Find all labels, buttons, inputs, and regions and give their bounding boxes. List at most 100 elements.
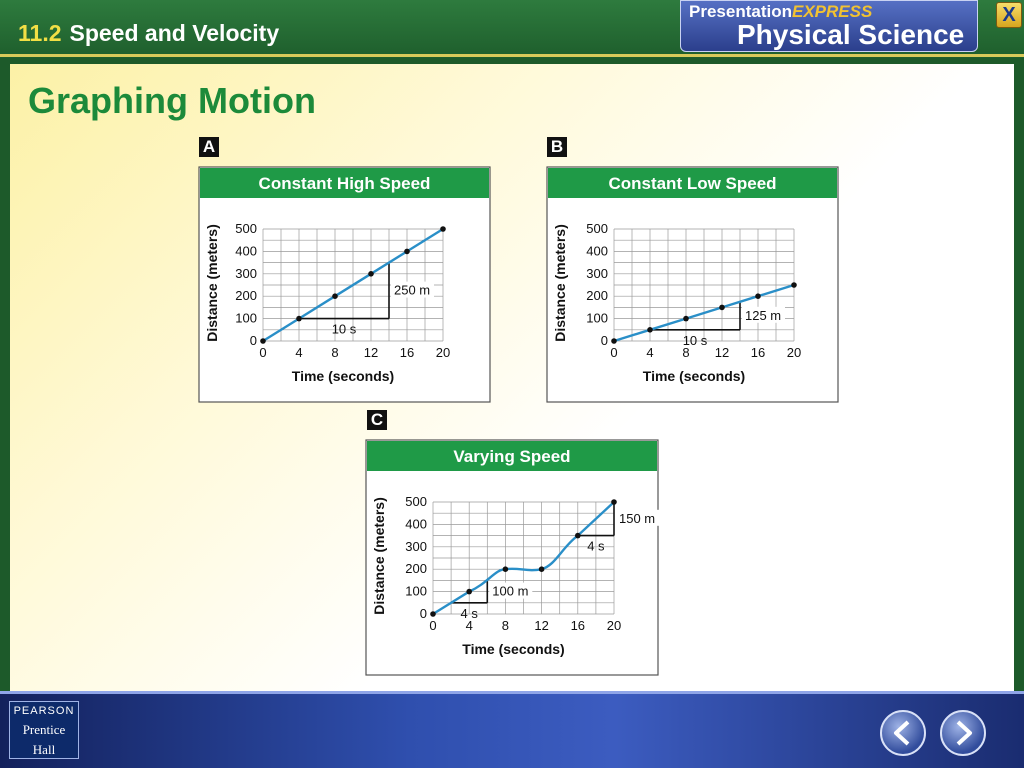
chart-c-data-point xyxy=(538,566,545,572)
chart-a-data-point xyxy=(260,338,266,344)
badge-c: C xyxy=(367,410,387,430)
section-number: 11.2 xyxy=(18,20,62,46)
chart-a-x-tick-label: 20 xyxy=(436,345,450,360)
chart-c-rise-label-bg xyxy=(616,509,659,526)
chart-c-data-point xyxy=(502,566,509,572)
chart-c-rise-label: 100 m xyxy=(492,584,528,599)
publisher-line2: Prentice xyxy=(22,722,66,737)
chart-b-x-tick-label: 4 xyxy=(646,345,653,360)
chart-c-x-tick-label: 8 xyxy=(502,618,509,633)
chart-b-header-bar xyxy=(548,168,837,198)
slide-title: Graphing Motion xyxy=(28,80,316,121)
chart-c-x-tick-label: 12 xyxy=(534,618,548,633)
pearson-logo: PEARSON Prentice Hall xyxy=(9,701,79,759)
chart-c-y-axis-label: Distance (meters) xyxy=(371,497,387,615)
chart-b-y-tick-label: 200 xyxy=(586,288,608,303)
chart-a-x-tick-label: 16 xyxy=(400,345,414,360)
chart-c-x-axis-label: Time (seconds) xyxy=(462,641,564,657)
brand-logo: PresentationEXPRESS Physical Science xyxy=(680,0,978,52)
chart-c-rise-label-bg xyxy=(489,582,533,599)
chart-b-rise-label: 125 m xyxy=(745,308,781,323)
chart-c-header-bar xyxy=(367,441,657,471)
chart-a-data-point xyxy=(440,226,446,232)
chart-b-series-line xyxy=(613,283,795,343)
badge-b: B xyxy=(547,137,567,157)
chart-a-x-tick-label: 0 xyxy=(259,345,266,360)
chart-b-y-tick-label: 400 xyxy=(586,243,608,258)
chart-c-x-tick-label: 20 xyxy=(607,618,621,633)
chart-b-x-tick-label: 20 xyxy=(787,345,801,360)
chart-a-y-tick-label: 500 xyxy=(235,221,257,236)
chart-b-rise-label-bg xyxy=(742,306,785,323)
chart-a-header-bar xyxy=(200,168,489,198)
chart-c-series-line xyxy=(432,501,615,616)
chart-b-title: Constant Low Speed xyxy=(608,174,776,193)
chart-a-rise-label-bg xyxy=(391,281,434,298)
chart-b-x-tick-label: 8 xyxy=(682,345,689,360)
chart-b-x-axis-label: Time (seconds) xyxy=(643,368,745,384)
chart-a-title: Constant High Speed xyxy=(259,174,431,193)
chart-b-data-point xyxy=(755,293,761,300)
chart-c-y-tick-label: 200 xyxy=(405,561,427,576)
chart-a-run-label: 10 s xyxy=(332,322,357,337)
next-button[interactable] xyxy=(940,710,986,756)
chart-a-data-point xyxy=(404,248,410,255)
chart-c-y-tick-label: 500 xyxy=(405,494,427,509)
chart-c-data-point xyxy=(611,499,617,505)
chart-c-x-tick-label: 16 xyxy=(571,618,585,633)
chart-c-data-point xyxy=(430,611,436,617)
close-button[interactable]: X xyxy=(996,2,1022,28)
badge-a: A xyxy=(199,137,219,157)
brand-express: EXPRESS xyxy=(791,2,873,21)
brand-presentation: Presentation xyxy=(689,2,792,21)
chart-a-data-point xyxy=(368,271,374,277)
chart-b-panel xyxy=(546,166,839,403)
section-heading: 11.2 Speed and Velocity xyxy=(18,20,279,47)
chart-c-rise-label: 150 m xyxy=(619,511,655,526)
chart-b-y-tick-label: 0 xyxy=(601,333,608,348)
chart-c-y-tick-label: 100 xyxy=(405,584,427,599)
chart-b-data-point xyxy=(647,327,653,333)
chart-a-x-axis-label: Time (seconds) xyxy=(292,368,394,384)
chart-a-y-tick-label: 200 xyxy=(235,288,257,303)
chart-a-y-tick-label: 400 xyxy=(235,243,257,258)
chart-a-data-point xyxy=(332,293,338,300)
brand-line1: PresentationEXPRESS xyxy=(689,2,872,22)
chart-c-x-tick-label: 0 xyxy=(429,618,436,633)
chart-c-data-point xyxy=(466,588,473,595)
chevron-right-icon xyxy=(956,720,972,746)
chart-a-x-tick-label: 12 xyxy=(364,345,378,360)
chart-c-panel xyxy=(365,439,659,676)
chart-c-y-tick-label: 400 xyxy=(405,516,427,531)
chart-a-series-line xyxy=(262,227,444,343)
chart-a-y-tick-label: 300 xyxy=(235,266,257,281)
chart-c-run-label: 4 s xyxy=(587,539,605,554)
chart-a-rise-label: 250 m xyxy=(394,283,430,298)
chart-b-data-point xyxy=(719,304,725,311)
previous-button[interactable] xyxy=(880,710,926,756)
chart-b-y-tick-label: 500 xyxy=(586,221,608,236)
chart-b-data-point xyxy=(791,282,797,288)
bottom-bar xyxy=(0,691,1024,768)
section-title: Speed and Velocity xyxy=(69,20,280,46)
chart-b-x-tick-label: 12 xyxy=(715,345,729,360)
chart-a-y-tick-label: 0 xyxy=(250,333,257,348)
chart-a-x-tick-label: 8 xyxy=(331,345,338,360)
chart-c-y-tick-label: 300 xyxy=(405,539,427,554)
chart-a-x-tick-label: 4 xyxy=(295,345,302,360)
chart-b-x-tick-label: 16 xyxy=(751,345,765,360)
chart-a-data-point xyxy=(296,315,302,322)
chevron-left-icon xyxy=(894,720,910,746)
chart-c-run-label: 4 s xyxy=(461,606,479,621)
chart-b-y-tick-label: 300 xyxy=(586,266,608,281)
chart-b-data-point xyxy=(683,315,689,322)
chart-a-y-tick-label: 100 xyxy=(235,311,257,326)
chart-a-y-axis-label: Distance (meters) xyxy=(204,224,220,342)
publisher-line1: PEARSON xyxy=(13,705,75,717)
chart-b-data-point xyxy=(611,338,617,344)
chart-b-y-axis-label: Distance (meters) xyxy=(552,224,568,342)
chart-b-y-tick-label: 100 xyxy=(586,311,608,326)
chart-c-x-tick-label: 4 xyxy=(466,618,473,633)
chart-c-title: Varying Speed xyxy=(453,447,570,466)
